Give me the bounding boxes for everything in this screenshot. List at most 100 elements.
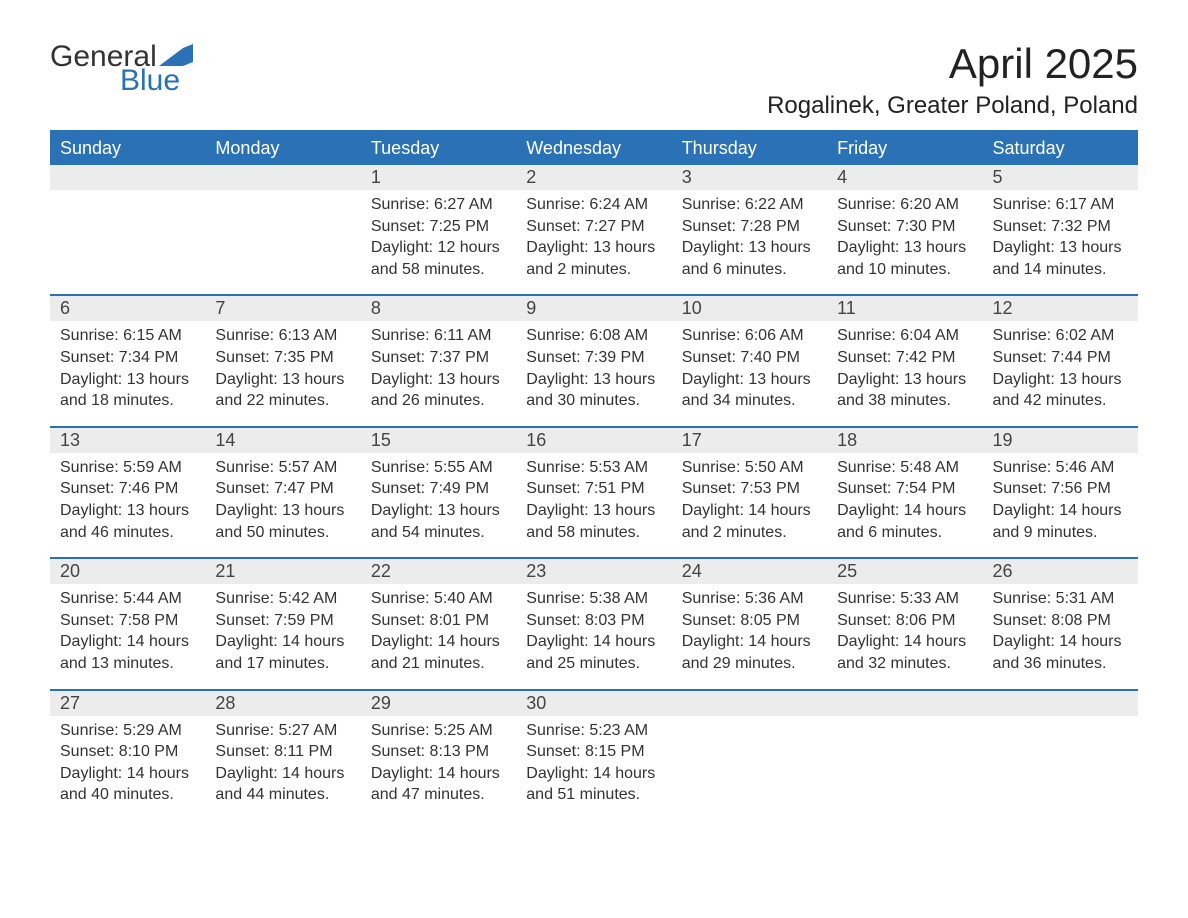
week-row: 27282930Sunrise: 5:29 AMSunset: 8:10 PMD… bbox=[50, 689, 1138, 820]
day-content-row: Sunrise: 5:59 AMSunset: 7:46 PMDaylight:… bbox=[50, 453, 1138, 557]
daylight2-text: and 13 minutes. bbox=[60, 653, 195, 675]
day-content: Sunrise: 5:53 AMSunset: 7:51 PMDaylight:… bbox=[516, 453, 671, 557]
daylight1-text: Daylight: 13 hours bbox=[526, 369, 661, 391]
sunset-text: Sunset: 7:35 PM bbox=[215, 347, 350, 369]
day-content: Sunrise: 5:38 AMSunset: 8:03 PMDaylight:… bbox=[516, 584, 671, 688]
day-content bbox=[50, 190, 205, 294]
sunrise-text: Sunrise: 5:55 AM bbox=[371, 457, 506, 479]
day-number bbox=[827, 691, 982, 716]
day-content: Sunrise: 5:59 AMSunset: 7:46 PMDaylight:… bbox=[50, 453, 205, 557]
sunrise-text: Sunrise: 6:27 AM bbox=[371, 194, 506, 216]
week-row: 13141516171819Sunrise: 5:59 AMSunset: 7:… bbox=[50, 426, 1138, 557]
sunrise-text: Sunrise: 5:50 AM bbox=[682, 457, 817, 479]
day-number: 21 bbox=[205, 559, 360, 584]
sunrise-text: Sunrise: 6:13 AM bbox=[215, 325, 350, 347]
day-content: Sunrise: 5:55 AMSunset: 7:49 PMDaylight:… bbox=[361, 453, 516, 557]
daylight2-text: and 26 minutes. bbox=[371, 390, 506, 412]
sunrise-text: Sunrise: 5:40 AM bbox=[371, 588, 506, 610]
day-number bbox=[50, 165, 205, 190]
dow-sunday: Sunday bbox=[50, 132, 205, 165]
day-number: 3 bbox=[672, 165, 827, 190]
daylight2-text: and 36 minutes. bbox=[993, 653, 1128, 675]
day-content: Sunrise: 6:11 AMSunset: 7:37 PMDaylight:… bbox=[361, 321, 516, 425]
day-number-row: 13141516171819 bbox=[50, 428, 1138, 453]
day-number: 6 bbox=[50, 296, 205, 321]
daylight1-text: Daylight: 13 hours bbox=[682, 237, 817, 259]
sunrise-text: Sunrise: 6:04 AM bbox=[837, 325, 972, 347]
day-number: 13 bbox=[50, 428, 205, 453]
daylight2-text: and 51 minutes. bbox=[526, 784, 661, 806]
daylight2-text: and 50 minutes. bbox=[215, 522, 350, 544]
sunset-text: Sunset: 8:11 PM bbox=[215, 741, 350, 763]
daylight2-text: and 40 minutes. bbox=[60, 784, 195, 806]
day-content: Sunrise: 6:02 AMSunset: 7:44 PMDaylight:… bbox=[983, 321, 1138, 425]
day-content: Sunrise: 6:06 AMSunset: 7:40 PMDaylight:… bbox=[672, 321, 827, 425]
daylight2-text: and 22 minutes. bbox=[215, 390, 350, 412]
daylight1-text: Daylight: 13 hours bbox=[993, 369, 1128, 391]
sunrise-text: Sunrise: 6:06 AM bbox=[682, 325, 817, 347]
month-title: April 2025 bbox=[767, 40, 1138, 88]
dow-tuesday: Tuesday bbox=[361, 132, 516, 165]
calendar: Sunday Monday Tuesday Wednesday Thursday… bbox=[50, 130, 1138, 820]
daylight2-text: and 34 minutes. bbox=[682, 390, 817, 412]
header: General Blue April 2025 Rogalinek, Great… bbox=[50, 40, 1138, 120]
day-number: 1 bbox=[361, 165, 516, 190]
day-content: Sunrise: 6:15 AMSunset: 7:34 PMDaylight:… bbox=[50, 321, 205, 425]
daylight1-text: Daylight: 13 hours bbox=[60, 500, 195, 522]
daylight1-text: Daylight: 14 hours bbox=[837, 631, 972, 653]
sunrise-text: Sunrise: 5:29 AM bbox=[60, 720, 195, 742]
day-number-row: 20212223242526 bbox=[50, 559, 1138, 584]
daylight1-text: Daylight: 12 hours bbox=[371, 237, 506, 259]
daylight2-text: and 38 minutes. bbox=[837, 390, 972, 412]
daylight1-text: Daylight: 13 hours bbox=[682, 369, 817, 391]
day-number: 15 bbox=[361, 428, 516, 453]
daylight2-text: and 58 minutes. bbox=[526, 522, 661, 544]
title-block: April 2025 Rogalinek, Greater Poland, Po… bbox=[767, 40, 1138, 120]
day-content: Sunrise: 5:44 AMSunset: 7:58 PMDaylight:… bbox=[50, 584, 205, 688]
sunset-text: Sunset: 7:27 PM bbox=[526, 216, 661, 238]
daylight1-text: Daylight: 14 hours bbox=[682, 631, 817, 653]
daylight1-text: Daylight: 14 hours bbox=[371, 763, 506, 785]
sunset-text: Sunset: 8:13 PM bbox=[371, 741, 506, 763]
day-content: Sunrise: 5:31 AMSunset: 8:08 PMDaylight:… bbox=[983, 584, 1138, 688]
sunrise-text: Sunrise: 5:33 AM bbox=[837, 588, 972, 610]
day-number: 14 bbox=[205, 428, 360, 453]
sunset-text: Sunset: 8:10 PM bbox=[60, 741, 195, 763]
sunset-text: Sunset: 7:46 PM bbox=[60, 478, 195, 500]
daylight2-text: and 58 minutes. bbox=[371, 259, 506, 281]
day-content: Sunrise: 6:24 AMSunset: 7:27 PMDaylight:… bbox=[516, 190, 671, 294]
sunset-text: Sunset: 7:49 PM bbox=[371, 478, 506, 500]
day-content bbox=[983, 716, 1138, 820]
day-content: Sunrise: 6:20 AMSunset: 7:30 PMDaylight:… bbox=[827, 190, 982, 294]
day-number: 12 bbox=[983, 296, 1138, 321]
day-content: Sunrise: 5:46 AMSunset: 7:56 PMDaylight:… bbox=[983, 453, 1138, 557]
day-content-row: Sunrise: 5:29 AMSunset: 8:10 PM Daylight:… bbox=[50, 716, 1138, 820]
dow-monday: Monday bbox=[205, 132, 360, 165]
sunset-text: Sunset: 7:28 PM bbox=[682, 216, 817, 238]
day-content: Sunrise: 5:40 AMSunset: 8:01 PMDaylight:… bbox=[361, 584, 516, 688]
daylight2-text: and 32 minutes. bbox=[837, 653, 972, 675]
daylight2-text: and 18 minutes. bbox=[60, 390, 195, 412]
daylight2-text: and 54 minutes. bbox=[371, 522, 506, 544]
sunrise-text: Sunrise: 5:36 AM bbox=[682, 588, 817, 610]
day-number-row: 12345 bbox=[50, 165, 1138, 190]
dow-saturday: Saturday bbox=[983, 132, 1138, 165]
sunrise-text: Sunrise: 5:23 AM bbox=[526, 720, 661, 742]
sunrise-text: Sunrise: 5:25 AM bbox=[371, 720, 506, 742]
sunset-text: Sunset: 7:30 PM bbox=[837, 216, 972, 238]
sunrise-text: Sunrise: 6:02 AM bbox=[993, 325, 1128, 347]
week-row: 20212223242526Sunrise: 5:44 AMSunset: 7:… bbox=[50, 557, 1138, 688]
day-number-row: 6789101112 bbox=[50, 296, 1138, 321]
dow-thursday: Thursday bbox=[672, 132, 827, 165]
sunrise-text: Sunrise: 5:53 AM bbox=[526, 457, 661, 479]
weeks-container: 12345Sunrise: 6:27 AMSunset: 7:25 PMDayl… bbox=[50, 165, 1138, 820]
daylight2-text: and 46 minutes. bbox=[60, 522, 195, 544]
sunrise-text: Sunrise: 5:44 AM bbox=[60, 588, 195, 610]
daylight2-text: and 6 minutes. bbox=[682, 259, 817, 281]
sunrise-text: Sunrise: 5:38 AM bbox=[526, 588, 661, 610]
day-number: 9 bbox=[516, 296, 671, 321]
daylight1-text: Daylight: 13 hours bbox=[526, 500, 661, 522]
day-number: 19 bbox=[983, 428, 1138, 453]
day-content-row: Sunrise: 6:27 AMSunset: 7:25 PMDaylight:… bbox=[50, 190, 1138, 294]
sunset-text: Sunset: 7:58 PM bbox=[60, 610, 195, 632]
